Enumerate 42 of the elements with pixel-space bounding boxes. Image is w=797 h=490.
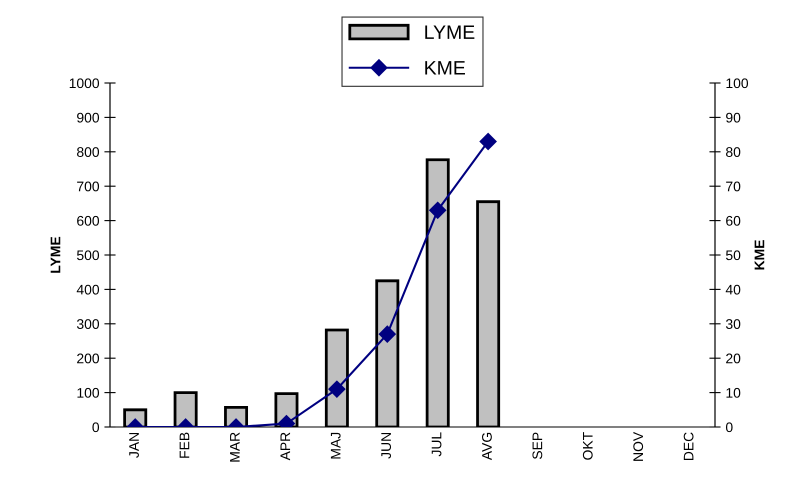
y-tick-label: 1000 (70, 78, 100, 88)
bar (324, 328, 349, 427)
y-tick-label: 500 (76, 250, 100, 260)
y2-tick-label: 10 (726, 388, 740, 398)
x-tick-label: MAJ (330, 432, 341, 458)
bar (375, 279, 400, 427)
y-tick-label: 300 (76, 319, 100, 329)
y2-tick-label: 100 (726, 78, 748, 88)
y-tick-label: 100 (77, 388, 100, 398)
y2-tick-label: 80 (726, 147, 740, 157)
x-tick-label: NOV (633, 432, 644, 461)
y2-tick-label: 20 (726, 354, 740, 364)
y2-axis-title: KME (754, 240, 764, 270)
y-axis-title: LYME (50, 236, 60, 273)
x-tick-label: DEC (684, 432, 694, 460)
x-tick-label: JAN (129, 432, 139, 458)
x-tick-label: SEP (532, 432, 542, 460)
y2-tick-label: 30 (726, 319, 740, 329)
y2-tick-label: 70 (726, 182, 740, 192)
x-tick-label: JUL (432, 432, 442, 456)
x-tick-label: OKT (582, 432, 593, 460)
x-tick-label: JUN (381, 432, 392, 459)
y-tick-label: 0 (92, 422, 100, 432)
legend-label: KME (425, 61, 465, 75)
y2-tick-label: 0 (726, 422, 733, 432)
y-tick-label: 800 (77, 147, 100, 157)
y-tick-label: 900 (77, 112, 100, 123)
x-tick-label: AVG (482, 432, 492, 460)
x-tick-label: FEB (180, 432, 190, 458)
y-tick-label: 600 (77, 216, 100, 226)
x-tick-label: MAR (230, 432, 240, 462)
y-tick-label: 700 (77, 182, 100, 192)
legend-label: LYME (425, 26, 474, 39)
y2-tick-label: 60 (726, 216, 740, 226)
y-tick-label: 400 (76, 284, 100, 295)
y2-tick-label: 40 (726, 284, 740, 295)
y2-tick-label: 50 (726, 250, 740, 260)
bar (426, 158, 450, 427)
y-tick-label: 200 (77, 354, 100, 364)
y2-tick-label: 90 (726, 112, 740, 123)
x-tick-label: APR (280, 432, 290, 460)
bar (476, 200, 500, 427)
